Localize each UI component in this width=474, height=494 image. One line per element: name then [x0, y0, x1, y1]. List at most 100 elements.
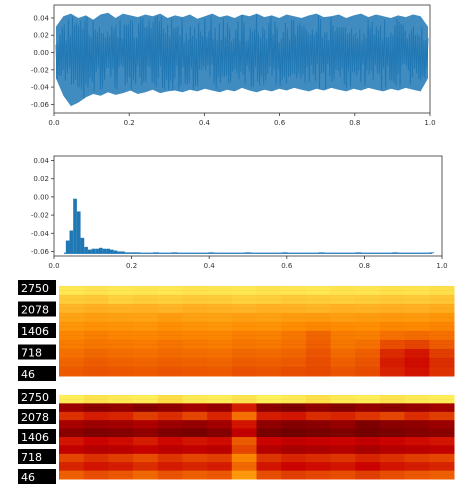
heatmap-cell [429, 304, 455, 314]
heatmap-cell [355, 420, 381, 430]
heatmap-cell [231, 313, 257, 323]
heatmap-cell [330, 428, 356, 438]
heatmap-cell [133, 453, 159, 463]
heatmap-cell [231, 322, 257, 332]
heatmap-cell [108, 313, 134, 323]
x-tick-label: 0.6 [281, 262, 293, 270]
heatmap-cell [404, 304, 430, 314]
freq-label: 46 [21, 471, 35, 484]
freq-label-box [18, 344, 56, 360]
x-tick-label: 0.4 [199, 119, 211, 127]
heatmap-cell [256, 304, 282, 314]
heatmap-cell [404, 340, 430, 350]
heatmap-cell [182, 462, 208, 472]
heatmap-cell [108, 295, 134, 305]
heatmap-cell [108, 445, 134, 455]
heatmap-cell [330, 349, 356, 359]
heatmap-cell [404, 420, 430, 430]
heatmap-cell [429, 295, 455, 305]
freq-label-box [18, 389, 56, 404]
heatmap-cell [157, 420, 183, 430]
freq-label: 1406 [21, 431, 49, 444]
heatmap-cell [108, 470, 134, 480]
heatmap-cell [157, 367, 183, 377]
histogram-bar [73, 198, 77, 254]
heatmap-cell [133, 286, 159, 296]
x-tick-label: 1.0 [436, 262, 447, 270]
heatmap-cell [231, 428, 257, 438]
heatmap-cell [207, 331, 233, 341]
freq-label: 2750 [21, 391, 49, 404]
heatmap-cell [281, 411, 307, 421]
heatmap-cell [355, 411, 381, 421]
heatmap-cell [182, 445, 208, 455]
heatmap-cell [182, 358, 208, 368]
heatmap-cell [281, 286, 307, 296]
heatmap-cell [305, 395, 332, 404]
heatmap-cell [355, 313, 381, 323]
heatmap-cell [207, 286, 233, 296]
heatmap-cell [330, 322, 356, 332]
heatmap-cell [379, 420, 406, 430]
heatmap-cell [207, 420, 233, 430]
heatmap-cell [182, 411, 208, 421]
heatmap-cell [379, 462, 406, 472]
y-tick-label: -0.06 [31, 248, 50, 256]
heatmap-cell [379, 340, 406, 350]
heatmap-cell [83, 403, 109, 413]
heatmap-cell [133, 445, 159, 455]
heatmap-cell [330, 367, 356, 377]
heatmap-cell [108, 304, 134, 314]
heatmap-cell [429, 358, 455, 368]
heatmap-cell [256, 349, 282, 359]
heatmap-cell [404, 403, 430, 413]
heatmap-cell [133, 358, 159, 368]
heatmap-cell [330, 453, 356, 463]
heatmap-cell [256, 358, 282, 368]
heatmap-cell [133, 403, 159, 413]
heatmap-cell [256, 295, 282, 305]
heatmap-cell [429, 331, 455, 341]
heatmap-cell [59, 367, 85, 377]
heatmap-cell [256, 403, 282, 413]
x-tick-label: 0.8 [359, 262, 370, 270]
heatmap-cell [83, 470, 109, 480]
heatmap-cell [157, 428, 183, 438]
heatmap-cell [182, 395, 208, 404]
heatmap-cell [379, 331, 406, 341]
heatmap-cell [133, 322, 159, 332]
heatmap-cell [83, 295, 109, 305]
heatmap-cell [182, 437, 208, 446]
heatmap-cell [404, 453, 430, 463]
heatmap-cell [59, 286, 85, 296]
heatmap-cell [108, 367, 134, 377]
heatmap-cell [207, 395, 233, 404]
heatmap-cell [207, 340, 233, 350]
heatmap-cell [330, 395, 356, 404]
heatmap-cell [281, 428, 307, 438]
heatmap-cell [182, 322, 208, 332]
heatmap-cell [256, 367, 282, 377]
heatmap-cell [83, 331, 109, 341]
heatmap-cell [429, 340, 455, 350]
heatmap-cell [281, 313, 307, 323]
heatmap-cell [379, 395, 406, 404]
heatmap-cell [182, 286, 208, 296]
heatmap-cell [207, 437, 233, 446]
heatmap-cell [379, 349, 406, 359]
heatmap-cell [305, 349, 332, 359]
heatmap-cell [404, 470, 430, 480]
heatmap-cell [207, 295, 233, 305]
heatmap-cell [59, 437, 85, 446]
heatmap-cell [330, 445, 356, 455]
heatmap-cell [207, 462, 233, 472]
heatmap-cell [305, 462, 332, 472]
heatmap-cell [281, 358, 307, 368]
heatmap-cell [256, 445, 282, 455]
heatmap-cell [404, 462, 430, 472]
heatmap-cell [429, 403, 455, 413]
chart-3: 2750 2078 1406 718 46 [18, 280, 455, 381]
heatmap-cell [157, 331, 183, 341]
freq-label-box [18, 429, 56, 444]
heatmap-cell [133, 349, 159, 359]
